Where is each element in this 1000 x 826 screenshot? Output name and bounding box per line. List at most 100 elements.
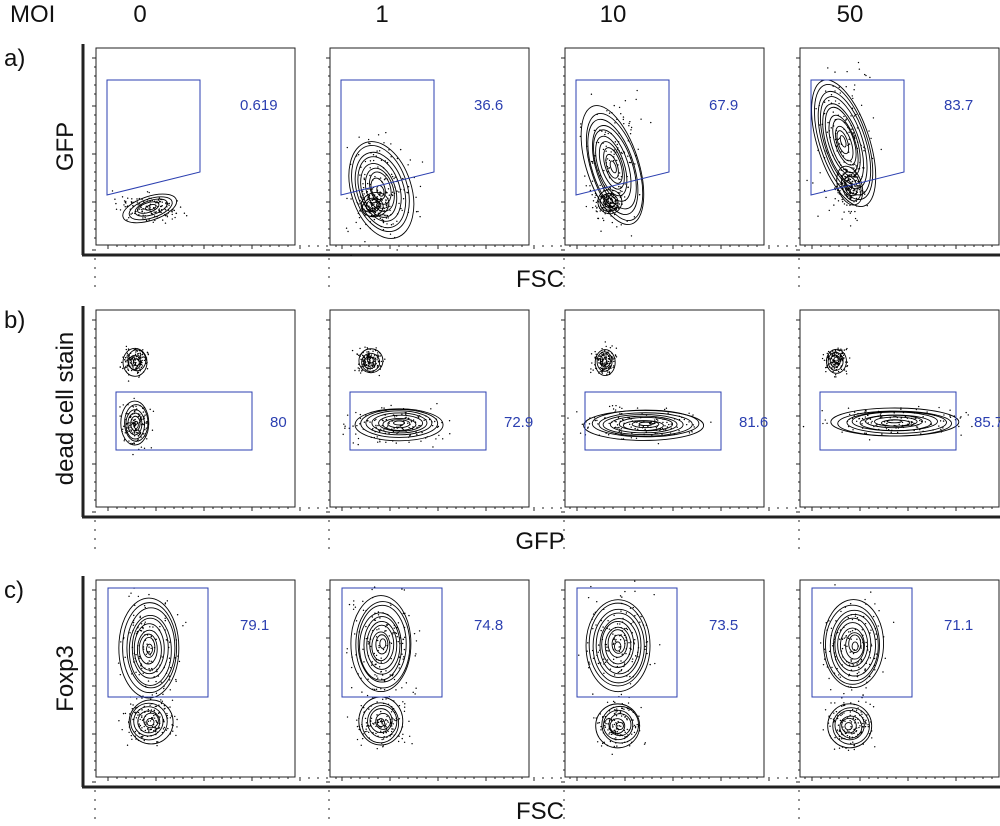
event-dot [640,706,642,709]
event-dot [614,640,617,642]
event-dot [601,357,604,359]
event-dot [171,218,173,220]
event-dot [155,730,157,733]
event-dot [618,203,621,205]
gate [349,391,487,451]
event-dot [595,624,597,626]
event-dot [616,226,618,228]
event-dot [840,610,842,613]
event-dot [152,221,154,223]
event-dot [853,115,856,117]
event-dot [654,419,656,421]
event-dot [600,745,603,747]
contour [638,421,653,426]
event-dot [373,364,375,366]
event-dot [621,152,623,155]
gate [106,79,201,196]
event-dot [853,411,856,413]
event-dot [148,219,150,221]
event-dot [960,416,962,418]
event-dot [366,351,368,353]
event-dot [631,660,633,663]
event-dot [602,219,605,222]
event-dot [408,720,410,723]
contour [833,613,876,677]
event-dot [368,365,371,368]
event-dot [359,417,362,419]
event-dot [659,644,661,646]
event-dot [843,115,845,118]
event-dot [138,203,141,205]
event-dot [145,653,148,656]
event-dot [169,689,171,691]
event-dot [587,427,589,429]
event-dot [594,192,597,195]
event-dot [865,687,867,689]
event-dot [377,424,379,427]
event-dot [364,730,366,733]
event-dot [850,721,853,723]
event-dot [864,598,866,601]
contour [595,703,641,749]
event-dot [613,153,615,155]
event-dot [845,118,848,120]
contour [595,612,642,678]
contour [839,135,847,148]
event-dot [145,427,148,429]
event-dot [123,440,125,442]
event-dot [131,364,133,366]
event-dot [835,376,837,378]
event-dot [359,423,361,425]
event-dot [627,155,629,157]
event-dot [588,661,590,663]
event-dot [153,206,155,209]
contour [832,118,857,166]
event-dot [146,421,148,423]
event-dot [381,419,384,421]
event-dot [346,652,348,654]
event-dot [628,161,631,164]
plot-panel: 73.5 [561,579,806,819]
event-dot [598,362,600,364]
contour [829,609,879,682]
event-dot [853,748,855,751]
event-dot [131,432,134,434]
event-dot [399,148,402,151]
gate [107,587,209,698]
event-dot [363,178,366,181]
event-dot [370,664,373,666]
event-dot [166,214,168,216]
event-dot [833,355,836,357]
event-dot [878,610,880,612]
event-dot [133,614,135,617]
event-dot [841,182,844,184]
event-dot [403,710,406,713]
event-dot [884,657,887,660]
event-dot [821,409,823,412]
event-dot [369,167,371,169]
event-dot [846,169,848,171]
event-dot [166,712,168,715]
contour [351,145,410,233]
event-dot [376,436,378,438]
event-dot [403,648,406,651]
event-dot [851,689,853,691]
event-dot [394,416,396,418]
event-dot [377,166,379,168]
event-dot [370,366,372,368]
moi-value: 0 [133,1,146,28]
contour [138,633,158,665]
event-dot [435,438,437,440]
gate-percent: 74.8 [474,617,503,634]
contour [819,96,868,190]
event-dot [830,93,833,96]
event-dot [151,694,153,696]
event-dot [343,423,345,425]
event-dot [864,720,866,723]
event-dot [613,104,615,107]
event-dot [850,638,852,640]
event-dot [346,716,349,718]
event-dot [615,711,617,713]
plot-panel: 36.6 [326,47,571,287]
event-dot [149,408,151,411]
